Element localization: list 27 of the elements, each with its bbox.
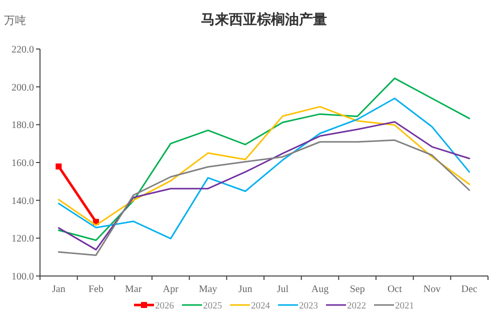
y-tick-label: 160.0: [12, 158, 34, 169]
x-tick-label: Jan: [52, 284, 66, 295]
y-tick-label: 220.0: [12, 44, 34, 56]
y-tick-label: 140.0: [12, 196, 34, 207]
chart-title: 马来西亚棕榈油产量: [201, 11, 327, 28]
x-tick-label: Nov: [423, 284, 441, 295]
x-tick-label: Apr: [162, 284, 180, 295]
y-tick-label: 100.0: [12, 272, 34, 282]
legend-label: 2024: [251, 302, 270, 312]
y-tick-label: 180.0: [12, 120, 34, 132]
x-tick-label: Mar: [124, 284, 142, 295]
x-tick-label: Aug: [311, 284, 329, 295]
x-tick-label: Dec: [461, 284, 478, 295]
x-tick-label: Oct: [387, 284, 402, 295]
legend-label: 2025: [203, 302, 222, 312]
x-tick-label: May: [198, 284, 218, 295]
legend-label: 2021: [395, 302, 414, 312]
x-tick-label: Sep: [350, 284, 365, 295]
legend-label: 2022: [347, 302, 366, 312]
x-tick-label: Feb: [88, 284, 104, 295]
y-axis-title: 万吨: [4, 14, 26, 27]
x-tick-label: Jul: [276, 284, 289, 295]
x-tick-label: Jun: [238, 284, 252, 295]
y-tick-label: 200.0: [12, 82, 34, 94]
legend-label: 2023: [299, 302, 318, 312]
y-tick-label: 120.0: [12, 234, 34, 245]
legend-label: 2026: [155, 302, 174, 312]
